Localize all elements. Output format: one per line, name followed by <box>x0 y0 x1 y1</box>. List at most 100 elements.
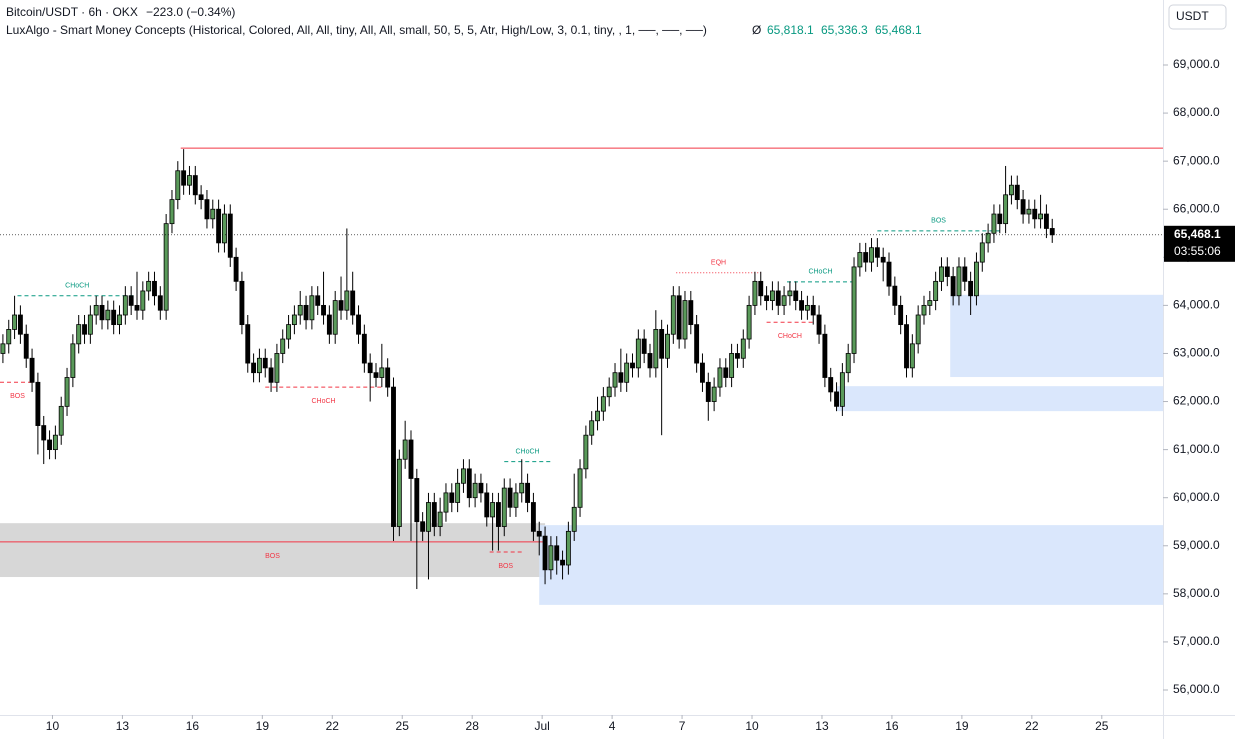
y-tick-label: 68,000.0 <box>1173 105 1220 119</box>
candle-body <box>1003 194 1009 225</box>
candle-body <box>1043 213 1049 229</box>
candle-body <box>606 386 612 398</box>
candle-body <box>571 506 577 532</box>
indicator-icon[interactable]: Ø <box>752 23 761 37</box>
candle-body <box>414 478 420 523</box>
candle-body <box>915 314 921 345</box>
candle-body <box>507 487 513 508</box>
y-tick-label: 62,000.0 <box>1173 394 1220 408</box>
candle-body <box>822 333 828 378</box>
x-tick-label: 13 <box>815 719 829 733</box>
candle-body <box>455 482 461 503</box>
candle-body <box>472 482 478 499</box>
candle-body <box>134 304 140 311</box>
currency: USDT <box>1176 9 1209 23</box>
candle-body <box>291 314 297 326</box>
candle-body <box>157 295 163 311</box>
candle-body <box>1049 228 1055 236</box>
candle-body <box>350 290 356 316</box>
currency-button[interactable] <box>1168 4 1227 30</box>
candle-body <box>810 304 816 316</box>
candle-body <box>297 304 303 316</box>
candle-body <box>58 405 64 436</box>
candle-body <box>898 304 904 326</box>
candle-body <box>443 492 449 513</box>
candle-body <box>251 362 257 374</box>
candle-body <box>111 309 117 326</box>
candle-body <box>1020 199 1026 215</box>
y-tick-label: 67,000.0 <box>1173 153 1220 167</box>
candle-body <box>869 247 874 263</box>
y-tick-label: 56,000.0 <box>1173 682 1220 696</box>
candle-body <box>839 372 845 407</box>
candle-body <box>828 377 834 393</box>
x-tick-label: 22 <box>326 719 340 733</box>
candle-body <box>41 425 47 441</box>
candle-body <box>863 252 869 263</box>
structure-label: BOS <box>498 563 513 570</box>
candle-body <box>326 314 332 335</box>
candle-body <box>577 468 583 508</box>
candle-body <box>262 357 268 369</box>
candle-body <box>169 199 175 225</box>
candle-body <box>834 391 839 407</box>
candle-body <box>367 362 373 374</box>
symbol[interactable]: Bitcoin/USDT · 6h · OKX <box>6 5 138 19</box>
candle-body <box>70 343 76 378</box>
x-tick-label: 13 <box>116 719 130 733</box>
candle-body <box>682 300 688 340</box>
candle-body <box>12 314 18 330</box>
structure-label: BOS <box>265 553 280 560</box>
candle-body <box>694 324 700 364</box>
candle-body <box>274 353 280 383</box>
structure-label: CHoCH <box>311 398 335 405</box>
candle-body <box>309 295 315 321</box>
candle-body <box>122 295 128 316</box>
last-price: 65,468.1 <box>1174 227 1221 241</box>
candle-body <box>420 521 426 532</box>
candle-body <box>600 396 606 412</box>
candle-body <box>886 261 892 287</box>
candle-body <box>921 304 927 316</box>
candle-body <box>845 353 851 374</box>
candle-body <box>793 290 799 301</box>
candle-body <box>962 266 968 282</box>
candle-body <box>997 213 1003 225</box>
candle-body <box>82 324 87 335</box>
candle-body <box>781 295 787 306</box>
candle-body <box>630 362 635 369</box>
candle-body <box>29 357 35 383</box>
zone <box>836 386 1163 412</box>
candle-body <box>35 381 41 426</box>
zone <box>0 523 546 578</box>
candle-body <box>402 439 408 460</box>
x-tick-label: 22 <box>1025 719 1039 733</box>
candle-body <box>87 314 93 335</box>
candle-body <box>670 295 676 335</box>
candle-body <box>519 482 525 494</box>
candle-body <box>408 439 414 479</box>
candle-body <box>775 290 781 306</box>
candle-body <box>76 324 82 345</box>
last-price-box <box>1164 225 1235 262</box>
y-tick-label: 69,000.0 <box>1173 57 1220 71</box>
candle-body <box>723 367 729 378</box>
candle-body <box>1032 208 1038 220</box>
candle-body <box>221 213 227 244</box>
zone <box>539 525 1163 605</box>
candle-body <box>426 502 431 532</box>
candle-body <box>198 194 204 201</box>
candle-body <box>665 333 670 359</box>
candle-body <box>991 213 997 234</box>
candle-body <box>752 280 758 306</box>
candle-body <box>787 290 793 297</box>
candle-body <box>851 266 857 354</box>
candle-body <box>1026 208 1032 215</box>
indicator-name[interactable]: LuxAlgo - Smart Money Concepts (Historic… <box>6 23 707 37</box>
candle-body <box>47 439 52 451</box>
candle-body <box>105 309 111 321</box>
candle-body <box>513 492 519 508</box>
candle-body <box>332 300 338 335</box>
candle-body <box>437 511 443 527</box>
